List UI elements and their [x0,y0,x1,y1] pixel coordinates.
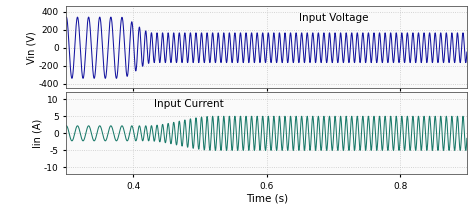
Y-axis label: Vin (V): Vin (V) [27,31,37,64]
Text: Input Voltage: Input Voltage [299,13,368,23]
Y-axis label: Iin (A): Iin (A) [33,119,43,148]
X-axis label: Time (s): Time (s) [246,194,288,204]
Text: Input Current: Input Current [155,99,224,109]
